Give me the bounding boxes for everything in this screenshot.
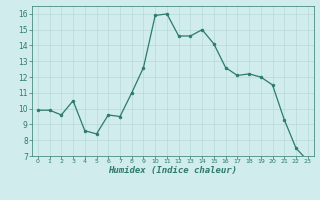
X-axis label: Humidex (Indice chaleur): Humidex (Indice chaleur)	[108, 166, 237, 175]
